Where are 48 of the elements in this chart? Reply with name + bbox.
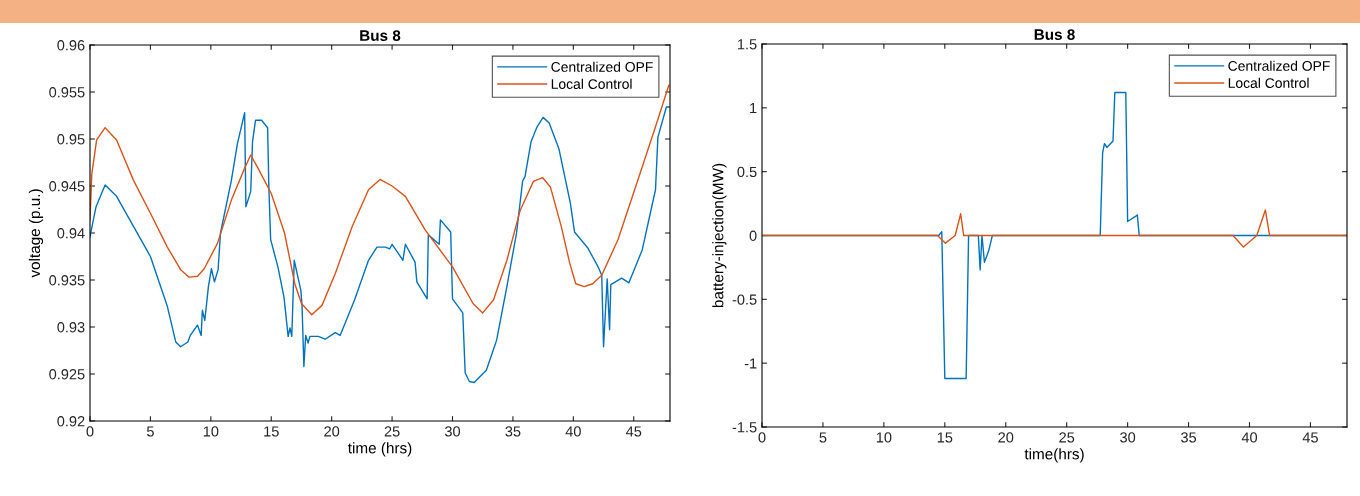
- legend-label: Local Control: [1228, 77, 1309, 88]
- line-series: [90, 106, 670, 384]
- x-tick-label: 0: [86, 426, 94, 437]
- x-tick-label: 5: [819, 432, 827, 443]
- legend-label: Centralized OPF: [551, 61, 653, 72]
- y-tick-label: -0.5: [732, 294, 757, 305]
- x-tick-label: 20: [324, 426, 340, 437]
- y-tick-label: 0: [749, 230, 757, 241]
- x-tick-label: 30: [1120, 432, 1136, 443]
- x-axis-title: time(hrs): [1024, 448, 1084, 463]
- x-tick-label: 5: [146, 426, 154, 437]
- x-tick-label: 35: [505, 426, 521, 437]
- x-tick-label: 45: [625, 426, 642, 437]
- x-tick-label: 30: [444, 426, 461, 437]
- y-tick-label: 0.935: [49, 275, 85, 286]
- y-tick-label: -1: [744, 358, 757, 369]
- x-tick-label: 10: [203, 426, 219, 437]
- x-tick-label: 40: [565, 426, 581, 437]
- legend-label: Local Control: [551, 78, 632, 89]
- y-tick-label: 0.925: [49, 369, 85, 380]
- x-tick-label: 0: [758, 432, 766, 443]
- y-tick-label: 0.955: [49, 87, 85, 98]
- x-tick-label: 45: [1302, 432, 1318, 443]
- y-tick-label: 0.945: [49, 181, 85, 192]
- y-tick-label: 0.95: [57, 134, 85, 145]
- y-tick-label: 0.5: [737, 166, 757, 178]
- x-tick-label: 25: [1059, 432, 1075, 443]
- y-tick-label: -1.5: [732, 422, 757, 433]
- y-tick-label: 0.94: [57, 228, 85, 239]
- line-series: [762, 209, 1347, 248]
- y-axis-title: voltage (p.u.): [28, 189, 44, 278]
- y-tick-label: 0.96: [57, 40, 85, 51]
- y-tick-label: 0.92: [57, 416, 85, 427]
- x-tick-label: 10: [876, 432, 892, 443]
- chart-title: Bus 8: [360, 30, 401, 41]
- y-axis-title: battery-injection(MW): [712, 163, 727, 308]
- y-tick-label: 1.5: [737, 39, 757, 50]
- x-tick-label: 15: [937, 432, 953, 443]
- x-tick-label: 40: [1241, 432, 1258, 443]
- legend-label: Centralized OPF: [1228, 60, 1330, 71]
- y-tick-label: 0.93: [57, 322, 85, 333]
- x-tick-label: 15: [264, 426, 279, 437]
- x-tick-label: 35: [1181, 432, 1197, 443]
- y-tick-label: 1: [750, 103, 757, 114]
- x-tick-label: 25: [384, 426, 400, 437]
- x-tick-label: 20: [998, 432, 1014, 443]
- x-axis-title: time (hrs): [347, 442, 412, 457]
- chart-title: Bus 8: [1034, 29, 1075, 40]
